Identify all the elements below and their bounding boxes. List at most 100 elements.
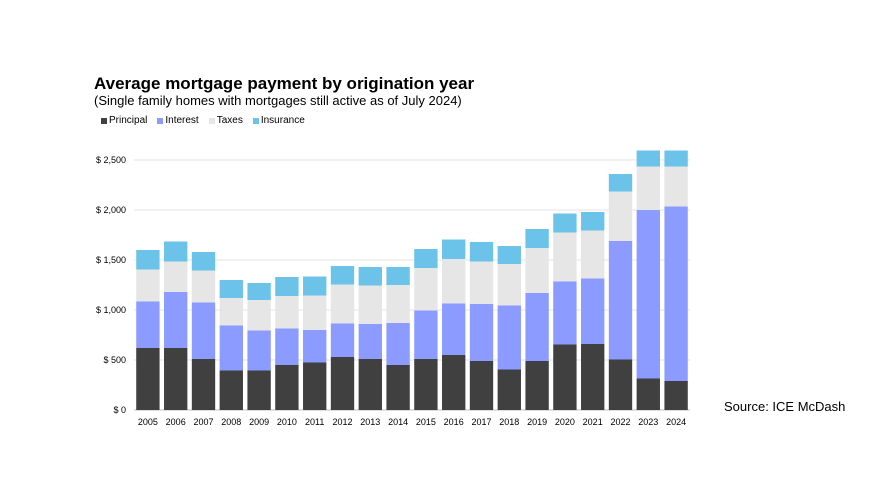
bar-taxes-2017	[469, 261, 494, 304]
bar-principal-2019	[525, 361, 549, 410]
bar-insurance-2023	[636, 150, 660, 167]
bar-insurance-2022	[608, 174, 633, 192]
chart-subtitle: (Single family homes with mortgages stil…	[94, 93, 462, 108]
x-tick-label: 2023	[638, 417, 658, 427]
y-tick-label: $ 2,500	[96, 155, 126, 165]
x-tick-label: 2019	[527, 417, 547, 427]
bar-principal-2006	[164, 348, 188, 410]
bar-insurance-2013	[358, 267, 382, 286]
bar-insurance-2010	[275, 277, 299, 296]
bar-interest-2014	[386, 323, 410, 365]
bar-insurance-2024	[664, 150, 688, 167]
bar-interest-2017	[469, 304, 494, 361]
bar-taxes-2012	[330, 284, 355, 324]
bar-principal-2014	[386, 365, 410, 410]
bar-insurance-2012	[330, 266, 355, 285]
bar-interest-2019	[525, 293, 549, 361]
bar-taxes-2015	[414, 268, 438, 311]
bar-interest-2008	[219, 325, 243, 371]
x-tick-label: 2014	[388, 417, 408, 427]
bar-insurance-2015	[414, 249, 438, 268]
bar-principal-2015	[414, 359, 438, 410]
bar-taxes-2016	[442, 259, 466, 304]
bar-insurance-2006	[164, 241, 188, 262]
bar-principal-2021	[581, 344, 605, 410]
bar-interest-2018	[497, 305, 521, 370]
bar-principal-2022	[608, 359, 633, 410]
bar-principal-2017	[469, 361, 494, 410]
bar-insurance-2014	[386, 267, 410, 285]
bar-taxes-2023	[636, 166, 660, 210]
bar-interest-2020	[553, 281, 577, 345]
legend-swatch-interest	[157, 117, 164, 124]
x-tick-label: 2016	[444, 417, 464, 427]
bar-interest-2007	[191, 302, 216, 359]
bar-insurance-2017	[469, 242, 494, 262]
x-tick-label: 2011	[305, 417, 324, 427]
bar-insurance-2007	[191, 252, 216, 271]
bar-taxes-2018	[497, 264, 521, 306]
x-tick-label: 2012	[332, 417, 352, 427]
bar-interest-2011	[303, 330, 327, 363]
x-tick-label: 2018	[499, 417, 519, 427]
bar-principal-2005	[136, 348, 160, 410]
x-tick-label: 2022	[610, 417, 630, 427]
bar-interest-2022	[608, 241, 633, 360]
bar-taxes-2011	[303, 295, 327, 330]
bar-taxes-2022	[608, 191, 633, 241]
bar-insurance-2016	[442, 239, 466, 259]
bar-principal-2010	[275, 365, 299, 410]
bar-insurance-2008	[219, 280, 243, 298]
bar-taxes-2014	[386, 285, 410, 323]
bar-interest-2009	[247, 330, 271, 371]
bar-insurance-2009	[247, 283, 271, 300]
bar-insurance-2020	[553, 213, 577, 233]
x-tick-label: 2006	[166, 417, 186, 427]
bar-principal-2008	[219, 370, 243, 410]
y-tick-label: $ 0	[113, 405, 126, 415]
bar-interest-2015	[414, 310, 438, 359]
bar-interest-2012	[330, 323, 355, 357]
bar-interest-2024	[664, 206, 688, 381]
legend-item-insurance: Insurance	[252, 115, 305, 126]
x-tick-label: 2017	[471, 417, 491, 427]
bar-taxes-2005	[136, 269, 160, 302]
bar-principal-2012	[330, 357, 355, 410]
legend-swatch-taxes	[208, 117, 215, 124]
bar-interest-2016	[442, 303, 466, 355]
x-tick-label: 2021	[583, 417, 603, 427]
bar-principal-2020	[553, 344, 577, 410]
x-tick-label: 2007	[193, 417, 213, 427]
y-tick-label: $ 2,000	[96, 205, 126, 215]
bar-taxes-2010	[275, 296, 299, 329]
bar-interest-2010	[275, 328, 299, 365]
bar-interest-2006	[164, 292, 188, 348]
y-tick-label: $ 1,500	[96, 255, 126, 265]
bar-principal-2018	[497, 369, 521, 410]
x-tick-label: 2013	[360, 417, 380, 427]
legend-label-interest: Interest	[165, 115, 199, 126]
bar-taxes-2020	[553, 232, 577, 282]
legend-item-interest: Interest	[157, 115, 199, 126]
bar-principal-2013	[358, 359, 382, 410]
bar-interest-2013	[358, 324, 382, 359]
bar-taxes-2007	[191, 270, 216, 303]
chart-legend: Principal Interest Taxes Insurance	[101, 115, 305, 126]
y-tick-label: $ 500	[103, 355, 126, 365]
bar-taxes-2006	[164, 261, 188, 292]
x-tick-label: 2020	[555, 417, 575, 427]
x-tick-label: 2024	[666, 417, 686, 427]
legend-swatch-insurance	[252, 117, 259, 124]
bar-taxes-2024	[664, 166, 688, 207]
bar-taxes-2013	[358, 285, 382, 324]
bar-principal-2023	[636, 378, 660, 410]
x-tick-label: 2010	[277, 417, 297, 427]
x-tick-label: 2009	[249, 417, 269, 427]
bar-principal-2009	[247, 370, 271, 410]
bar-taxes-2008	[219, 298, 243, 326]
bar-taxes-2021	[581, 230, 605, 279]
x-tick-label: 2005	[138, 417, 158, 427]
legend-swatch-principal	[101, 117, 107, 124]
bar-insurance-2021	[581, 212, 605, 231]
